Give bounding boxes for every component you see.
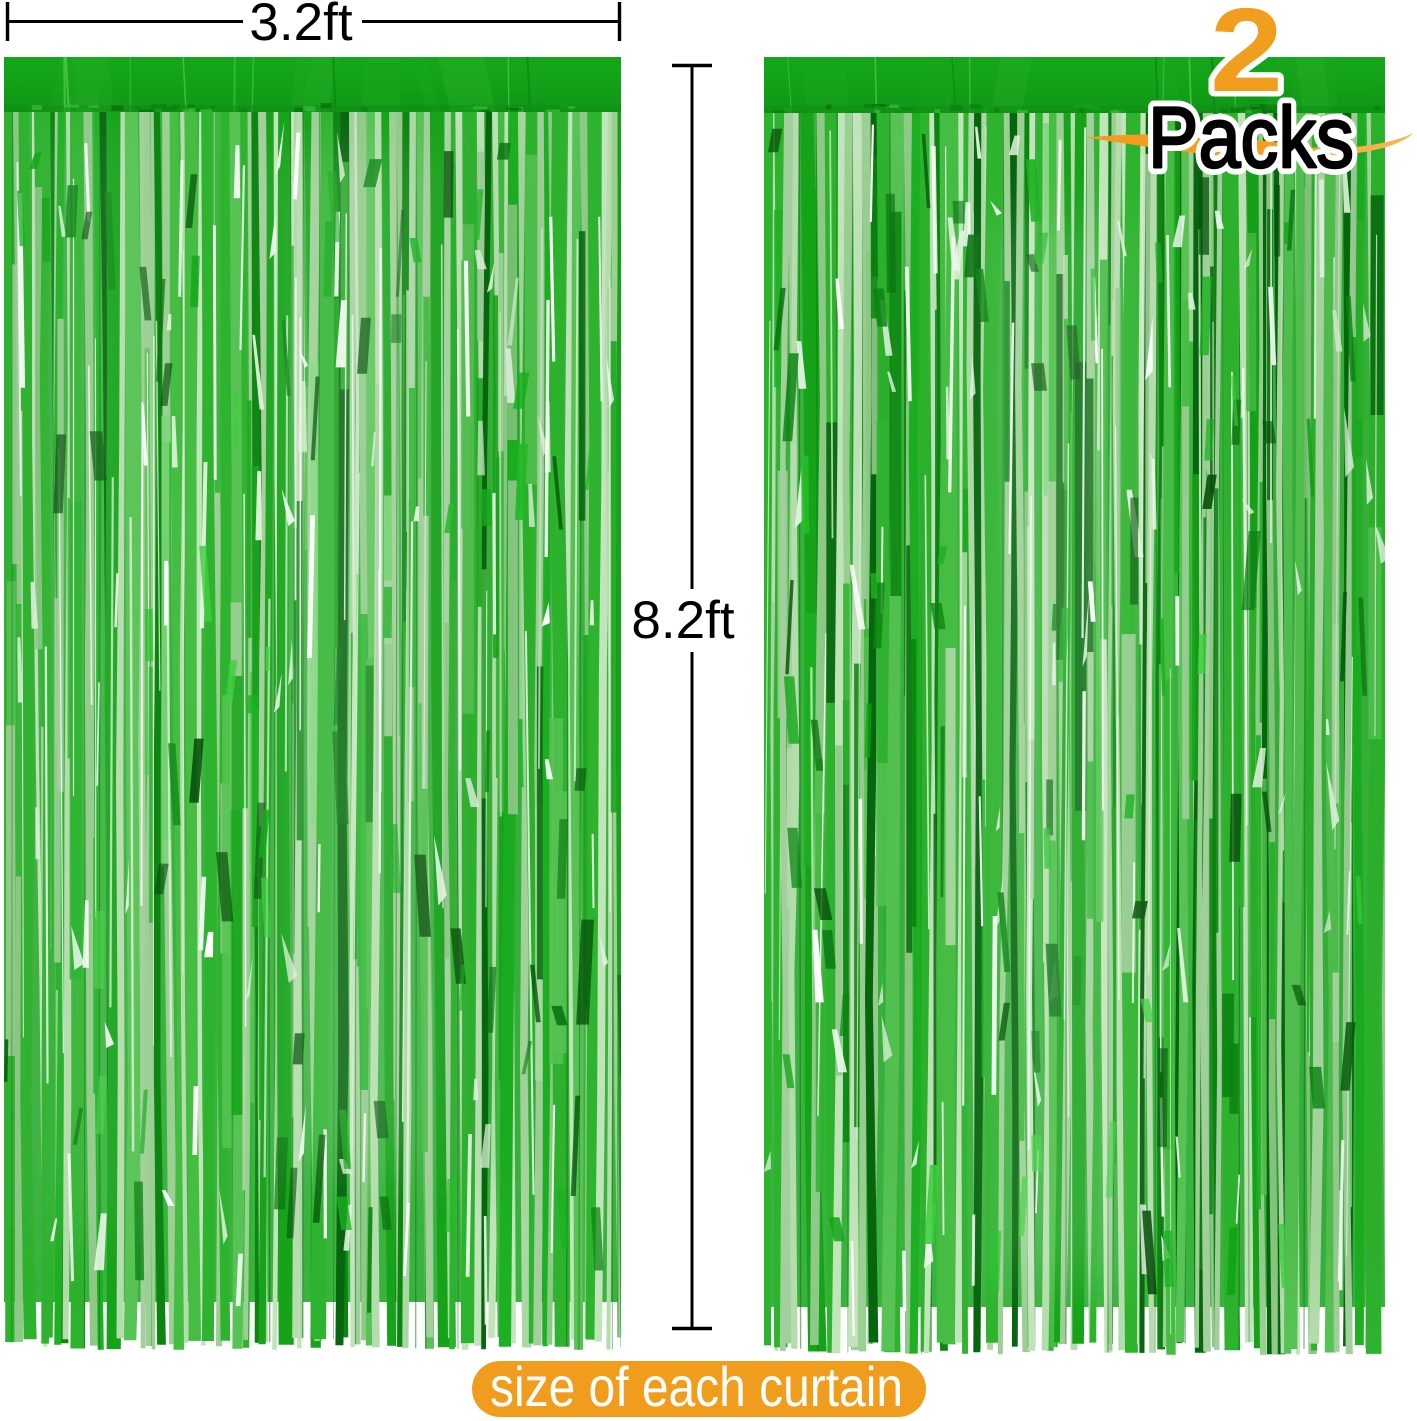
svg-text:Packs: Packs xyxy=(1148,90,1354,186)
svg-text:8.2ft: 8.2ft xyxy=(631,591,734,650)
svg-text:size of each curtain: size of each curtain xyxy=(490,1355,903,1418)
svg-text:2: 2 xyxy=(1210,0,1283,117)
svg-text:Packs: Packs xyxy=(1148,90,1354,186)
svg-text:3.2ft: 3.2ft xyxy=(249,0,352,52)
